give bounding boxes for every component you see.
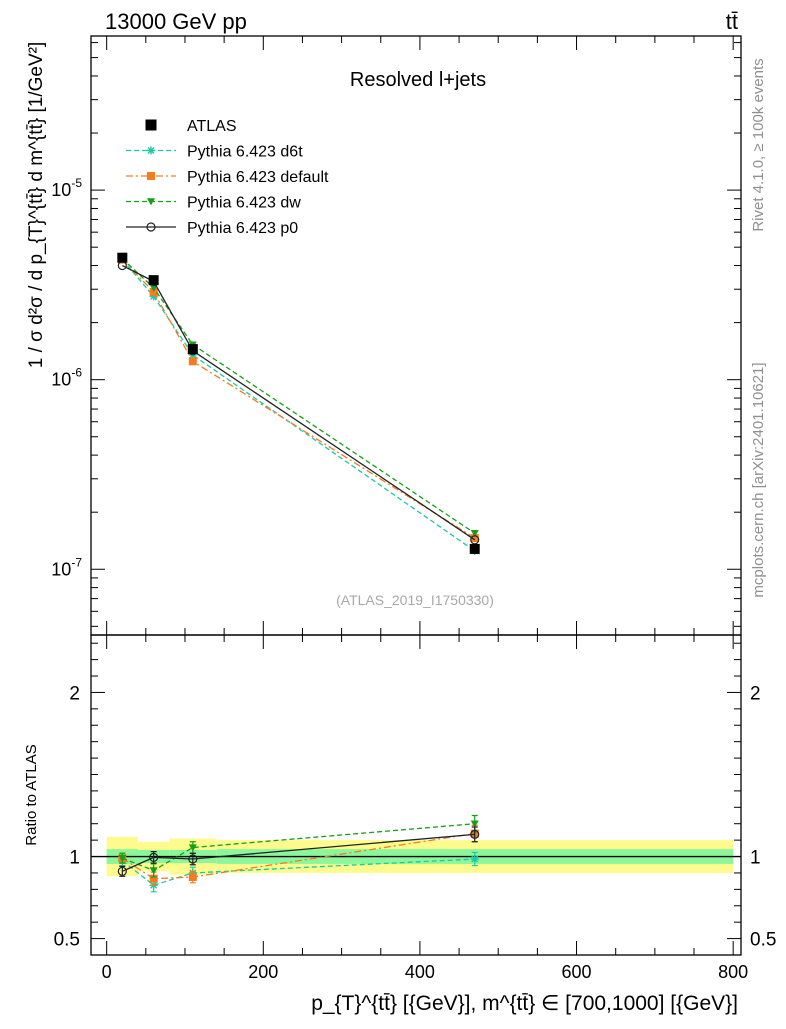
ratio-point-series-2-0 (118, 854, 127, 863)
ratio-errbar-series-3-0 (119, 865, 126, 877)
y-tick-label--5: 10-5 (51, 176, 82, 200)
legend-marker-3 (147, 198, 155, 206)
legend-label-4: Pythia 6.423 p0 (187, 220, 298, 237)
ratio-tick-label-right-1: 1 (750, 848, 761, 869)
ratio-errbar-series-3-3 (471, 826, 478, 843)
ratio-line-series-1 (121, 832, 475, 880)
x-tick-label-400: 400 (405, 962, 435, 982)
process-label: tt̄ (726, 9, 738, 34)
ratio-series-lines (117, 814, 480, 893)
y-tick-label--6: 10-6 (51, 366, 82, 390)
ratio-tick-label-left-2: 2 (69, 683, 80, 704)
ratio-axis-title: Ratio to ATLAS (23, 744, 40, 845)
legend-marker-1 (147, 146, 155, 155)
atlas-point-2 (187, 344, 198, 355)
legend: ATLAS Pythia 6.423 d6t Pythia 6.423 defaul… (126, 118, 329, 237)
axes-frame: 0 200 400 600 800 10-7 10-6 10-5 0.5 0.5 1 1 2 2 (51, 35, 776, 982)
plot-title: Resolved l+jets (350, 69, 486, 91)
main-point-series-1-2 (188, 357, 197, 366)
ratio-tick-label-right-0.5: 0.5 (750, 930, 776, 951)
legend-marker-0 (145, 119, 157, 131)
main-line-series-2 (121, 258, 476, 534)
ratio-point-series-0-3 (470, 855, 479, 863)
ratio-point-series-3-1 (149, 852, 159, 862)
y-axis-title: 1 / σ d²σ / d p_{T}^{tt̄} d m^{tt̄} [1/G… (26, 42, 47, 368)
main-line-series-3 (122, 264, 476, 541)
ratio-tick-label-right-2: 2 (750, 683, 761, 704)
ratio-point-series-1-1 (149, 874, 158, 883)
mcplots-note: mcplots.cern.ch [arXiv:2401.10621] (750, 362, 767, 597)
main-line-series-1 (121, 259, 476, 539)
ratio-point-series-1-2 (188, 873, 197, 882)
ratio-point-series-2-1 (149, 867, 158, 875)
legend-marker-2 (147, 172, 155, 180)
main-series-lines (117, 252, 480, 555)
ratio-tick-label-left-0.5: 0.5 (54, 930, 80, 951)
main-point-series-3-3 (470, 535, 480, 545)
main-point-series-0-1 (149, 292, 158, 301)
main-line-series-0 (121, 259, 476, 552)
legend-marker-4 (146, 222, 156, 232)
rivet-note: Rivet 4.1.0, ≥ 100k events (750, 58, 767, 231)
x-tick-label-0: 0 (102, 962, 112, 982)
ratio-point-series-2-3 (470, 820, 479, 828)
atlas-point-1 (148, 275, 159, 286)
x-tick-label-200: 200 (248, 962, 278, 982)
ratio-line-series-0 (121, 858, 475, 886)
main-point-series-2-1 (149, 284, 158, 292)
legend-label-3: Pythia 6.423 dw (187, 195, 301, 212)
energy-label: 13000 GeV pp (105, 9, 247, 34)
legend-label-1: Pythia 6.423 d6t (187, 144, 303, 161)
ratio-point-series-3-3 (470, 829, 480, 839)
atlas-point-3 (469, 543, 480, 554)
y-tick-label--7: 10-7 (51, 555, 82, 579)
x-tick-label-800: 800 (718, 962, 748, 982)
ratio-point-series-2-2 (188, 844, 197, 852)
ratio-frame (90, 634, 742, 956)
legend-label-0: ATLAS (187, 118, 237, 135)
main-point-series-2-3 (470, 529, 479, 538)
ratio-point-series-3-0 (117, 866, 127, 876)
atlas-point-0 (117, 252, 128, 263)
ratio-tick-label-left-1: 1 (69, 848, 80, 869)
ratio-point-series-3-2 (188, 854, 198, 864)
x-axis-title: p_{T}^{tt̄} [{GeV}], m^{tt̄} ∈ [700,1000… (311, 992, 738, 1015)
analysis-watermark: (ATLAS_2019_I1750330) (336, 592, 494, 608)
ratio-line-series-3 (122, 833, 475, 872)
x-tick-label-600: 600 (562, 962, 592, 982)
main-point-series-1-1 (149, 288, 158, 297)
main-point-series-1-3 (470, 534, 479, 543)
legend-label-2: Pythia 6.423 default (187, 169, 329, 186)
